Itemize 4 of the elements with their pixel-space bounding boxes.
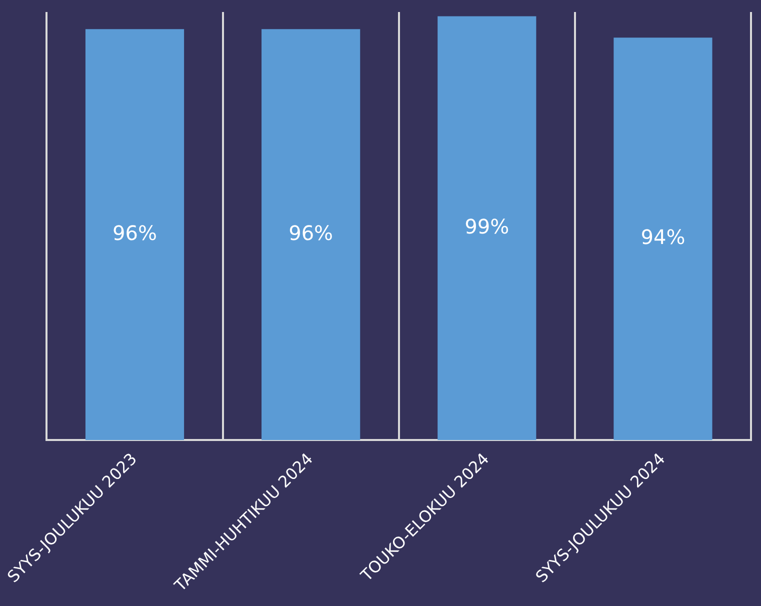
data-label: 94% [640,225,686,250]
data-label: 96% [112,220,157,245]
data-label: 99% [464,214,510,238]
data-label: 96% [288,220,334,245]
